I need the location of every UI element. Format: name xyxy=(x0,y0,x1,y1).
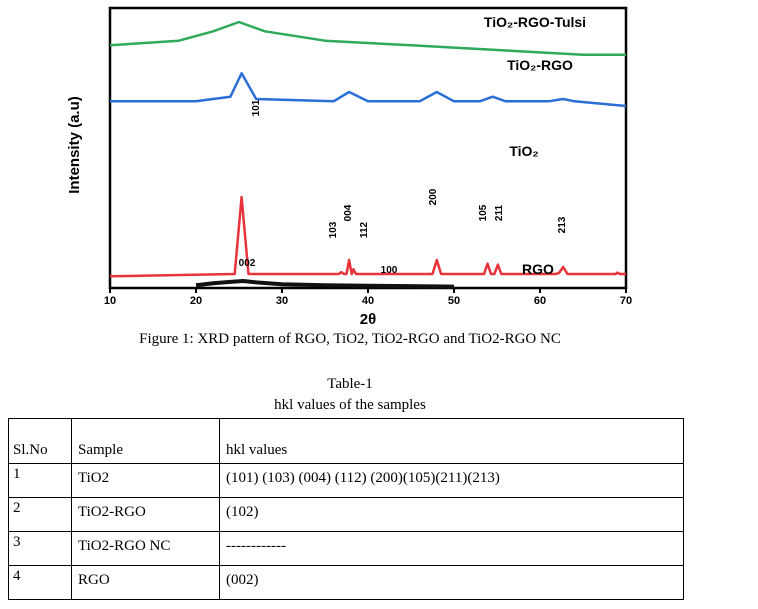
header-sample: Sample xyxy=(71,418,220,464)
peak-label-101: 101 xyxy=(251,99,262,116)
cell-sl-no: 3 xyxy=(8,531,72,566)
xrd-figure: 10 20 30 40 50 60 70 TiO₂-RGO-Tulsi TiO₂-RGO T… xyxy=(66,6,632,328)
peak-label-105: 105 xyxy=(478,204,489,221)
series-rgo-line xyxy=(195,279,455,289)
series-label-tio2: TiO₂ xyxy=(509,143,538,159)
xrd-chart: 10 20 30 40 50 60 70 TiO₂-RGO-Tulsi TiO₂-RGO T… xyxy=(66,6,632,328)
peak-label-100: 100 xyxy=(381,265,398,276)
x-tick-label: 70 xyxy=(620,295,632,307)
cell-sl-no: 4 xyxy=(8,565,72,600)
peak-label-002: 002 xyxy=(239,258,256,269)
x-tick-label: 60 xyxy=(534,295,546,307)
series-tio2-rgo-line xyxy=(110,72,627,108)
cell-sl-no: 1 xyxy=(8,463,72,498)
x-tick-label: 10 xyxy=(104,295,116,307)
curves-group xyxy=(109,20,627,289)
table-row: 2 TiO2-RGO (102) xyxy=(8,497,684,532)
x-tick-label: 30 xyxy=(276,295,288,307)
peak-label-103: 103 xyxy=(328,221,339,238)
plot-frame xyxy=(108,6,628,290)
table-row: 4 RGO (002) xyxy=(8,565,684,600)
x-tick-label: 20 xyxy=(190,295,202,307)
peak-label-004: 004 xyxy=(343,204,354,221)
cell-sample: TiO2 xyxy=(71,463,220,498)
cell-hkl: ------------ xyxy=(219,531,684,566)
y-axis-label: Intensity (a.u) xyxy=(66,96,83,194)
table-row: 1 TiO2 (101) (103) (004) (112) (200)(105… xyxy=(8,463,684,498)
peak-label-211: 211 xyxy=(494,204,505,221)
cell-sl-no: 2 xyxy=(8,497,72,532)
series-tulsi-line xyxy=(109,20,626,56)
peak-label-213: 213 xyxy=(557,216,568,233)
figure-caption: Figure 1: XRD pattern of RGO, TiO2, TiO2… xyxy=(139,331,561,347)
cell-sample: RGO xyxy=(71,565,220,600)
cell-hkl: (102) xyxy=(219,497,684,532)
table-title: Table-1 xyxy=(327,376,373,392)
x-tick-label: 50 xyxy=(448,295,460,307)
peak-label-112: 112 xyxy=(359,221,370,238)
header-sl-no: Sl.No xyxy=(8,418,72,464)
x-ticks-group: 10 20 30 40 50 60 70 xyxy=(104,288,632,307)
table-subtitle: hkl values of the samples xyxy=(274,397,426,413)
series-tio2-line xyxy=(109,195,626,278)
series-label-tio2-rgo: TiO₂-RGO xyxy=(507,57,573,73)
x-axis-label: 2θ xyxy=(360,311,376,328)
hkl-table: Sl.No Sample hkl values 1 TiO2 (101) (10… xyxy=(8,418,684,600)
table-row: 3 TiO2-RGO NC ------------ xyxy=(8,531,684,566)
cell-sample: TiO2-RGO xyxy=(71,497,220,532)
series-label-rgo: RGO xyxy=(522,261,554,277)
cell-hkl: (101) (103) (004) (112) (200)(105)(211)(… xyxy=(219,463,684,498)
cell-sample: TiO2-RGO NC xyxy=(71,531,220,566)
table-header-row: Sl.No Sample hkl values xyxy=(8,418,684,464)
peak-label-200: 200 xyxy=(428,188,439,205)
x-tick-label: 40 xyxy=(362,295,374,307)
series-label-tulsi: TiO₂-RGO-Tulsi xyxy=(484,14,586,30)
header-hkl-values: hkl values xyxy=(219,418,684,464)
cell-hkl: (002) xyxy=(219,565,684,600)
